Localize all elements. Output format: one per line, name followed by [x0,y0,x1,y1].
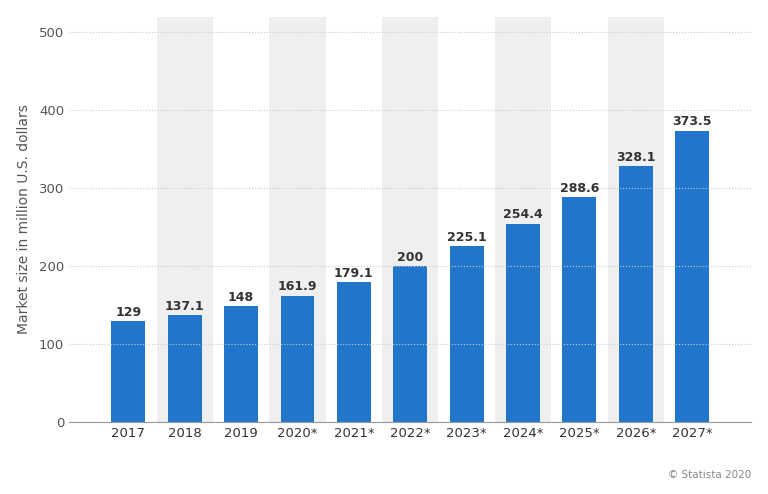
Bar [562,197,596,422]
Bar [439,17,495,422]
Bar [326,17,382,422]
Bar [100,17,157,422]
Bar [495,17,551,422]
Text: 179.1: 179.1 [334,267,374,280]
Text: 288.6: 288.6 [560,182,599,195]
Text: 148: 148 [228,291,254,304]
Text: 129: 129 [115,306,141,319]
Bar [337,282,371,422]
Bar [213,17,270,422]
Bar [393,266,427,422]
Bar [551,17,607,422]
Text: 161.9: 161.9 [278,280,317,293]
Text: 200: 200 [397,250,423,264]
Text: 225.1: 225.1 [447,231,486,244]
Bar [270,17,326,422]
Text: 328.1: 328.1 [616,151,656,164]
Bar [111,321,145,422]
Bar [167,315,202,422]
Bar [157,17,213,422]
Bar [664,17,720,422]
Bar [675,131,709,422]
Bar [224,306,258,422]
Bar [506,224,540,422]
Text: 254.4: 254.4 [503,208,543,221]
Y-axis label: Market size in million U.S. dollars: Market size in million U.S. dollars [17,104,31,334]
Bar [607,17,664,422]
Bar [619,166,653,422]
Bar [382,17,439,422]
Bar [450,247,484,422]
Text: 373.5: 373.5 [672,116,712,128]
Text: © Statista 2020: © Statista 2020 [668,470,751,480]
Bar [280,295,314,422]
Text: 137.1: 137.1 [165,299,204,313]
